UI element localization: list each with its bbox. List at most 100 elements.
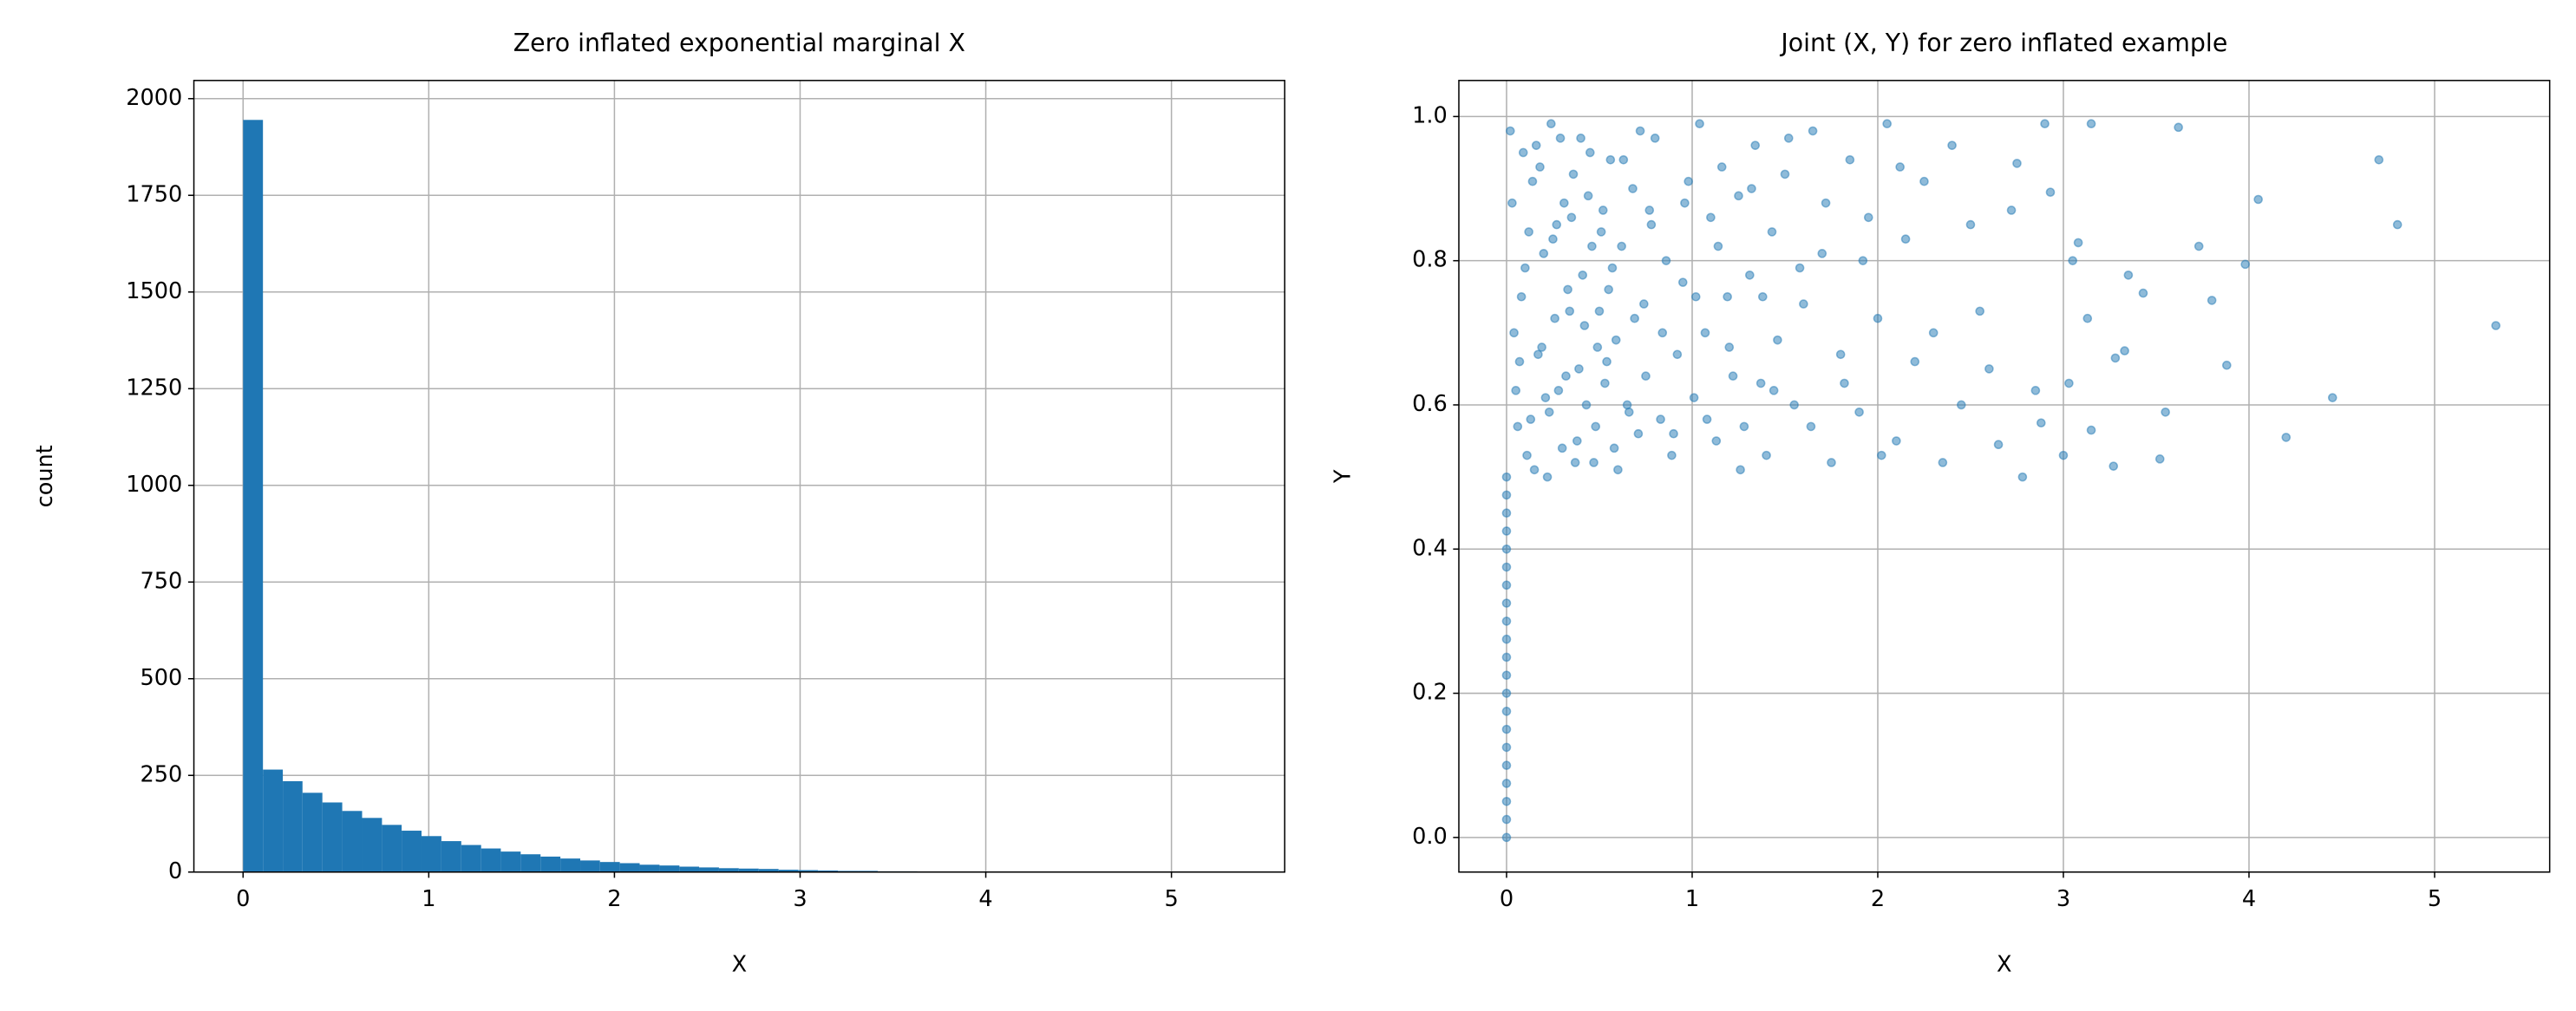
point [1563, 284, 1572, 295]
point [1919, 176, 1929, 186]
y-tick-label: 1000 [126, 472, 182, 498]
bar [738, 868, 759, 872]
point [1602, 356, 1612, 367]
y-tick-label: 500 [140, 665, 182, 691]
point [1736, 465, 1745, 475]
bar [322, 802, 343, 872]
point [1594, 306, 1605, 316]
point [1501, 472, 1512, 482]
y-tick-label: 0.8 [1412, 247, 1448, 273]
point [1531, 140, 1541, 150]
y-tick-label: 1250 [126, 375, 182, 401]
point [2491, 321, 2501, 330]
point [1858, 256, 1868, 265]
point [1806, 421, 1816, 432]
point [2006, 205, 2017, 215]
grid [1458, 80, 2550, 872]
point [1533, 349, 1543, 360]
y-tick-label: 0.2 [1412, 680, 1448, 706]
point [1559, 198, 1569, 208]
point [1628, 184, 1638, 193]
point [1589, 458, 1599, 467]
point [2109, 461, 2119, 471]
point [2154, 454, 2165, 464]
bar [599, 862, 620, 872]
point [1596, 227, 1606, 237]
point [1529, 465, 1540, 475]
point [1835, 349, 1846, 360]
y-tick-label: 0.4 [1412, 535, 1448, 561]
point [1501, 616, 1512, 626]
point [1700, 328, 1710, 338]
point [1509, 328, 1519, 338]
point [2327, 393, 2337, 402]
point [1539, 249, 1549, 258]
point [1591, 421, 1601, 432]
marks [243, 120, 1235, 872]
point [1657, 328, 1668, 338]
point [1789, 400, 1799, 410]
point [1840, 378, 1849, 388]
point [1618, 154, 1629, 165]
point [1747, 184, 1756, 193]
bar [580, 860, 600, 872]
point [1585, 147, 1595, 158]
point [1661, 256, 1671, 265]
point [1568, 169, 1579, 179]
point [1644, 205, 1655, 215]
point [1511, 386, 1520, 395]
point [2012, 159, 2022, 168]
point [1677, 277, 1688, 287]
y-tick-label: 0.0 [1412, 824, 1448, 850]
y-axis-label: count [32, 445, 58, 507]
point [1520, 263, 1530, 273]
point [1817, 249, 1827, 258]
point [1702, 414, 1712, 424]
point [1757, 291, 1768, 302]
bar [302, 792, 323, 872]
point [1882, 119, 1892, 129]
x-tick-label: 3 [793, 886, 807, 912]
point [1607, 263, 1618, 273]
point [1501, 634, 1512, 644]
point [1501, 526, 1512, 536]
x-tick-label: 0 [236, 886, 250, 912]
point [1845, 154, 1855, 165]
bar [461, 845, 481, 872]
point [2064, 378, 2074, 388]
point [2123, 271, 2134, 280]
point [1783, 134, 1794, 143]
point [1501, 832, 1512, 843]
point [2073, 238, 2083, 248]
point [1604, 284, 1613, 295]
point [1535, 162, 1545, 172]
x-tick-label: 5 [2428, 886, 2442, 912]
bar [798, 870, 819, 872]
point [1524, 227, 1533, 237]
bar [441, 841, 461, 872]
point [1548, 234, 1558, 245]
point [2138, 288, 2148, 298]
point [2045, 187, 2056, 197]
panel: 0 1 2 3 4 5 0.0 0.2 0.4 0.6 0.8 1.0 Joint (X, Y) for… [1330, 29, 2551, 978]
point [1555, 134, 1566, 143]
y-tick-label: 250 [140, 761, 182, 787]
point [1876, 450, 1886, 460]
point [1526, 414, 1536, 424]
point [1821, 198, 1831, 208]
point [1910, 356, 1920, 367]
point [1501, 760, 1512, 771]
point [1667, 450, 1677, 460]
point [1527, 176, 1538, 186]
y-axis-label: Y [1330, 469, 1356, 484]
point [2040, 119, 2050, 129]
point [1624, 407, 1634, 417]
point [2207, 296, 2217, 305]
point [1552, 219, 1562, 230]
x-tick-label: 2 [607, 886, 621, 912]
x-tick-label: 0 [1500, 886, 1514, 912]
bar [818, 870, 839, 872]
point [1598, 205, 1608, 215]
y-tick-label: 2000 [126, 85, 182, 111]
point [1518, 147, 1528, 158]
